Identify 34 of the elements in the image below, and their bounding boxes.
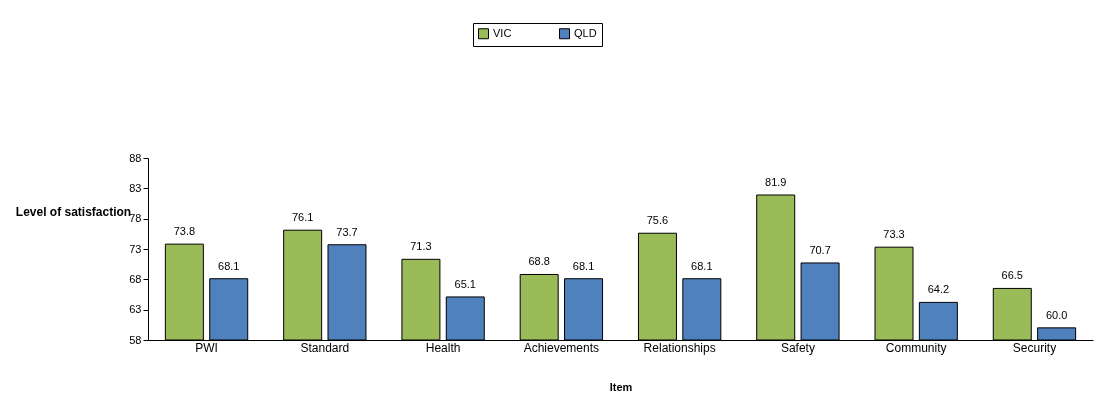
- y-tick-label: 83: [129, 181, 142, 194]
- x-tick-label: Standard: [300, 340, 350, 355]
- x-tick-label: PWI: [195, 340, 218, 355]
- data-label: 73.3: [883, 228, 905, 241]
- x-tick-label: Health: [425, 340, 461, 355]
- x-tick-label: Community: [885, 340, 947, 355]
- data-label: 71.3: [410, 240, 432, 253]
- x-tick-label: Relationships: [643, 340, 716, 355]
- data-label: 73.8: [173, 225, 196, 238]
- x-tick-label: Security: [1012, 340, 1057, 355]
- data-label: 76.1: [291, 211, 314, 224]
- y-tick-label: 88: [129, 151, 142, 164]
- y-tick-label: 73: [129, 242, 142, 255]
- data-label: 68.1: [572, 259, 595, 272]
- legend-label: VIC: [493, 26, 512, 39]
- data-label: 68.1: [218, 259, 240, 272]
- x-tick-label: Safety: [780, 340, 815, 355]
- x-axis-title: Item: [609, 380, 633, 393]
- x-tick-label: Achievements: [523, 340, 600, 355]
- legend-label: QLD: [574, 26, 597, 39]
- data-label: 81.9: [765, 176, 787, 189]
- data-label: 75.6: [646, 214, 669, 227]
- y-axis-title: Level of satisfaction: [15, 204, 132, 219]
- y-tick-label: 68: [129, 272, 142, 285]
- data-label: 73.7: [336, 225, 358, 238]
- data-label: 68.1: [691, 259, 713, 272]
- data-label: 66.5: [1001, 269, 1023, 282]
- data-label: 64.2: [927, 283, 950, 296]
- data-label: 70.7: [809, 243, 831, 256]
- data-label: 65.1: [454, 277, 476, 290]
- y-tick-label: 63: [129, 303, 142, 316]
- data-label: 60.0: [1045, 308, 1068, 321]
- y-tick-label: 58: [129, 333, 142, 346]
- data-label: 68.8: [528, 255, 550, 268]
